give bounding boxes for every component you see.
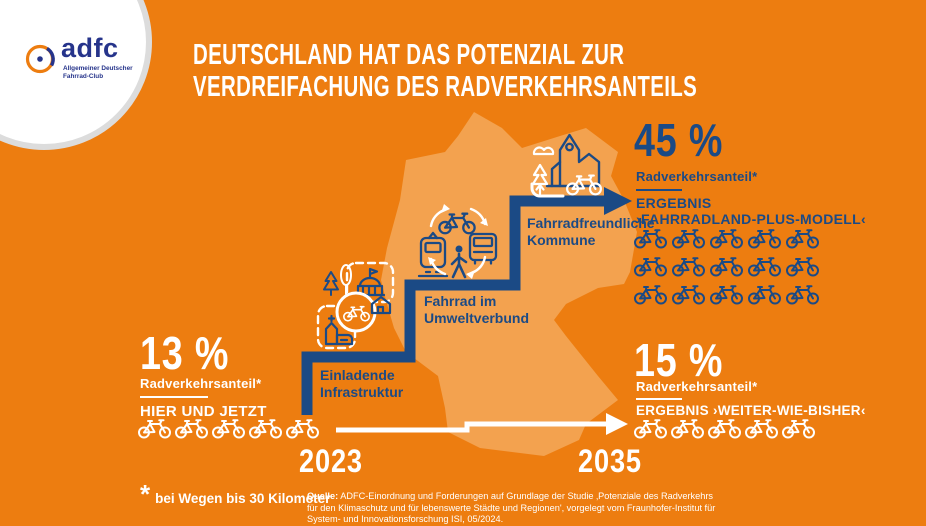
bicycle-icon: [786, 283, 819, 305]
tall-tree-icon: [340, 264, 352, 295]
footnote-asterisk: *: [140, 479, 151, 509]
baseline-separator: [636, 398, 682, 400]
bicycle-icon: [634, 255, 667, 277]
now-caption: HIER UND JETZT: [140, 403, 267, 420]
plus-bike-pictograms: [634, 227, 830, 305]
baseline-caption: ERGEBNIS ›WEITER-WIE-BISHER‹: [636, 403, 866, 418]
now-separator: [140, 396, 208, 398]
plus-caption-line-2: ›FAHRRADLAND-PLUS-MODELL‹: [636, 211, 866, 227]
adfc-logo-subtitle: Allgemeiner Deutscher Fahrrad-Club: [63, 65, 133, 81]
bicycle-icon: [710, 283, 743, 305]
bicycle-icon: [672, 255, 705, 277]
bicycle-icon: [748, 255, 781, 277]
bicycle-icon: [710, 255, 743, 277]
bicycle-icon: [138, 417, 171, 439]
bicycle-icon: [286, 417, 319, 439]
path-swoosh-icon: [530, 182, 565, 198]
bicycle-icon: [634, 283, 667, 305]
cloud-icon: [532, 146, 555, 156]
cycle-arrowheads: [428, 204, 488, 279]
plus-caption-line-1: ERGEBNIS: [636, 195, 712, 211]
page-title: DEUTSCHLAND HAT DAS POTENZIAL ZUR VERDRE…: [193, 38, 697, 102]
dashed-frame-church: [316, 304, 357, 350]
bike-badge-circle: [335, 291, 377, 333]
bicycle-icon: [672, 227, 705, 249]
plus-share-label: Radverkehrsanteil*: [636, 169, 758, 184]
bicycle-icon: [672, 283, 705, 305]
staircase-arrowhead: [604, 187, 632, 215]
plus-separator: [636, 189, 682, 191]
baseline-bike-pictograms: [634, 417, 815, 439]
footnote-text: bei Wegen bis 30 Kilometer: [155, 491, 331, 506]
timeline-arrow: [336, 413, 628, 435]
baseline-value: 15 %: [634, 334, 724, 386]
step-label-umweltverbund: Fahrrad im Umweltverbund: [424, 293, 529, 327]
house-icon: [370, 295, 392, 315]
bicycle-icon: [708, 417, 741, 439]
adfc-ring-icon: [25, 44, 55, 74]
infrastructure-icons: [316, 261, 395, 350]
bicycle-icon: [786, 227, 819, 249]
townhall-icon: [354, 267, 386, 297]
step-label-kommune: Fahrradfreundliche Kommune: [527, 215, 655, 249]
plus-caption: ERGEBNIS ›FAHRRADLAND-PLUS-MODELL‹: [636, 195, 866, 227]
step1-line-2: Infrastruktur: [320, 384, 404, 400]
timeline-arrowhead: [606, 413, 628, 435]
baseline-share-label: Radverkehrsanteil*: [636, 379, 758, 394]
step2-line-2: Umweltverbund: [424, 310, 530, 326]
title-line-2: VERDREIFACHUNG DES RADVERKEHRSANTEILS: [193, 70, 698, 103]
title-line-1: DEUTSCHLAND HAT DAS POTENZIAL ZUR: [193, 38, 625, 71]
church-icon: [324, 314, 354, 346]
kommune-icons: [530, 133, 602, 198]
source-text: ADFC-Einordnung und Forderungen auf Grun…: [307, 491, 716, 524]
bicycle-icon: [748, 227, 781, 249]
bicycle-icon: [249, 417, 282, 439]
bicycle-icon: [745, 417, 778, 439]
timeline-end-year: 2035: [578, 443, 642, 479]
bicycle-icon: [710, 227, 743, 249]
bicycle-icon: [634, 417, 667, 439]
tram-icon: [417, 231, 449, 278]
bicycle-icon: [671, 417, 704, 439]
bicycle-icon: [212, 417, 245, 439]
bicycle-icon: [782, 417, 815, 439]
umweltverbund-icons: [417, 204, 498, 279]
staircase-arrow: [301, 187, 632, 415]
pedestrian-icon: [450, 245, 468, 279]
timeline-start-year: 2023: [299, 443, 363, 479]
growth-tree-icon: [531, 163, 549, 196]
fir-tree-icon: [323, 271, 339, 296]
now-share-label: Radverkehrsanteil*: [140, 376, 262, 391]
step3-line-2: Kommune: [527, 232, 596, 248]
plus-value: 45 %: [634, 114, 724, 166]
adfc-logo-wordmark: adfc: [61, 33, 119, 63]
step3-line-1: Fahrradfreundliche: [527, 215, 655, 231]
step2-line-1: Fahrrad im: [424, 293, 497, 309]
step1-line-1: Einladende: [320, 367, 395, 383]
now-value: 13 %: [140, 327, 230, 379]
now-bike-pictograms: [138, 417, 319, 439]
adfc-logo-subtitle-line-1: Allgemeiner Deutscher: [63, 65, 133, 72]
bicycle-icon: [748, 283, 781, 305]
bicycle-icon: [786, 255, 819, 277]
adfc-logo-subtitle-line-2: Fahrrad-Club: [63, 73, 104, 80]
source-label: Quelle:: [307, 491, 339, 501]
footnote: * bei Wegen bis 30 Kilometer: [140, 479, 331, 509]
source-note: Quelle: ADFC-Einordnung und Forderungen …: [307, 491, 725, 526]
step-label-infrastruktur: Einladende Infrastruktur: [320, 367, 403, 401]
bicycle-icon: [175, 417, 208, 439]
